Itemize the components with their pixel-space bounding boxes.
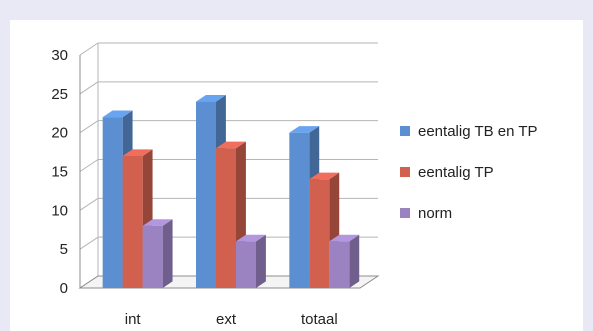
bar-side <box>349 234 360 288</box>
x-tick-label: int <box>125 311 142 328</box>
y-tick-label: 30 <box>51 47 68 64</box>
y-tick-label: 20 <box>51 125 68 142</box>
bar-top <box>236 234 266 242</box>
y-tick-label: 5 <box>60 241 68 258</box>
x-tick-label: totaal <box>301 311 338 328</box>
gridline-depth <box>79 159 99 172</box>
legend-swatch <box>400 167 410 177</box>
gridline-depth <box>79 120 99 134</box>
legend-label: eentalig TP <box>418 164 494 181</box>
bar-front <box>309 179 330 288</box>
chart-frame: 0 5 10 15 20 25 30 int ext totaal eentalig TB en … <box>10 20 583 331</box>
bar-front <box>236 241 256 288</box>
y-tick-label: 25 <box>51 86 68 103</box>
bar-front <box>102 117 123 288</box>
bar-front <box>142 225 163 288</box>
bar-top <box>102 110 133 118</box>
gridline-depth <box>79 42 99 56</box>
x-tick-label: ext <box>216 311 237 328</box>
y-tick-label: 0 <box>60 280 68 297</box>
gridline-depth <box>79 197 99 211</box>
bar <box>142 219 173 288</box>
bar-top <box>122 149 153 156</box>
bar-front <box>289 132 310 288</box>
bar <box>329 234 360 288</box>
bar-top <box>289 126 320 133</box>
bar-layer <box>102 95 360 289</box>
bar-front <box>329 241 350 288</box>
bar-top <box>309 172 340 180</box>
legend-swatch <box>400 126 410 136</box>
bar-side <box>256 234 266 288</box>
y-tick-label: 10 <box>51 202 68 219</box>
bar-side <box>162 219 173 288</box>
bar-front <box>122 155 143 288</box>
gridline-depth <box>79 81 99 95</box>
legend-label: eentalig TB en TP <box>418 123 538 140</box>
gridline-depth <box>79 236 99 250</box>
bar-front <box>196 101 216 288</box>
label-layer: 0 5 10 15 20 25 30 int ext totaal <box>51 47 337 328</box>
bar-top <box>196 95 226 102</box>
legend-swatch <box>400 208 410 218</box>
bar-top <box>142 219 173 226</box>
legend-label: norm <box>418 205 452 222</box>
legend: eentalig TB en TP eentalig TP norm <box>400 123 538 222</box>
bar-top <box>216 141 246 149</box>
bar-top <box>329 234 360 242</box>
bar-front <box>216 148 236 288</box>
bar <box>236 234 266 288</box>
y-tick-label: 15 <box>51 164 68 181</box>
bar-chart: 0 5 10 15 20 25 30 int ext totaal eentalig TB en … <box>51 42 538 328</box>
